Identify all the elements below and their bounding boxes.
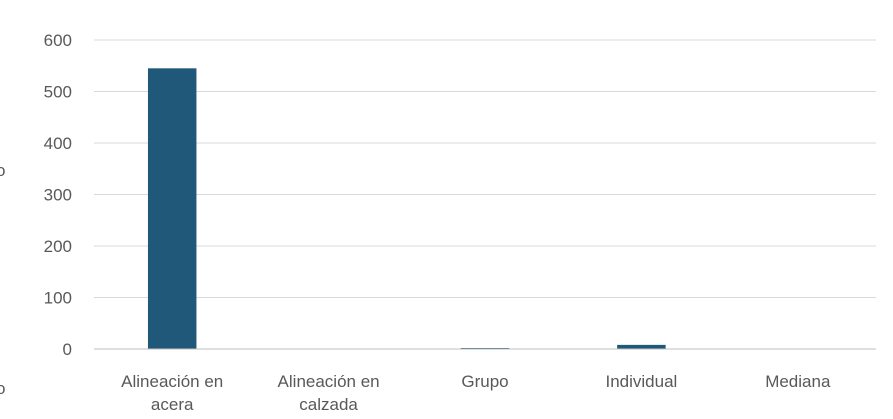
y-tick-label: 100	[44, 289, 72, 308]
category-label: Individual	[605, 372, 677, 391]
category-label: Mediana	[765, 372, 831, 391]
y-tick-label: 400	[44, 134, 72, 153]
category-label-line: Individual	[605, 372, 677, 391]
y-tick-label: 200	[44, 237, 72, 256]
category-label-line: Alineación en	[121, 372, 223, 391]
category-label-line: Grupo	[461, 372, 508, 391]
y-tick-label: 0	[63, 340, 72, 359]
y-tick-label: 600	[44, 31, 72, 50]
y-tick-label: 500	[44, 83, 72, 102]
y-tick-label: 300	[44, 186, 72, 205]
x-axis-category-labels: Alineación en acera Alineación en calzada Gr…	[121, 372, 831, 414]
edge-mark-bottom: o	[0, 379, 5, 398]
category-label-line: Alineación en	[278, 372, 380, 391]
y-axis-tick-labels: 0 100 200 300 400 500 600	[44, 31, 72, 359]
gridlines	[94, 39, 876, 298]
category-label: Alineación en acera	[121, 372, 223, 414]
category-label-line: calzada	[299, 395, 358, 414]
category-label-line: acera	[151, 395, 194, 414]
category-label: Grupo	[461, 372, 508, 391]
bars	[147, 68, 666, 349]
edge-mark-top: o	[0, 161, 5, 180]
bar	[617, 344, 666, 349]
bar	[147, 68, 197, 349]
category-label-line: Mediana	[765, 372, 831, 391]
category-label: Alineación en calzada	[278, 372, 380, 414]
